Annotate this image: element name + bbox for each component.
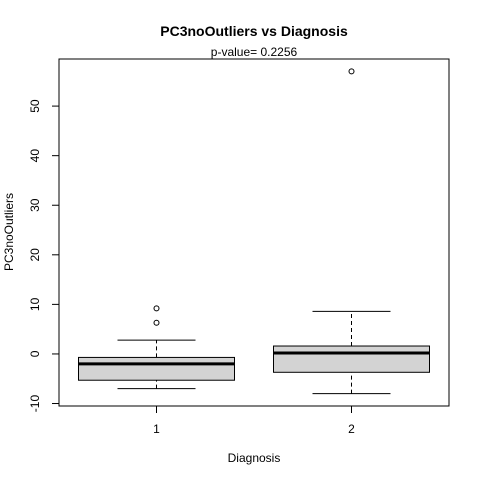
chart-marks: -10 0 10 20 30 40 50 1 2: [28, 68, 430, 436]
box-1-iqr: [78, 356, 235, 381]
y-tick-label-0: -10: [28, 395, 42, 413]
box-2-iqr: [273, 345, 430, 373]
y-axis-label: PC3noOutliers: [2, 193, 16, 271]
y-tick-label-4: 30: [28, 198, 42, 212]
y-tick-label-5: 40: [28, 149, 42, 163]
chart-subtitle: p-value= 0.2256: [211, 45, 298, 59]
y-tick-label-6: 50: [28, 99, 42, 113]
box-1-outlier-1: [153, 305, 160, 312]
x-tick-label-0: 1: [153, 422, 160, 436]
y-tick-label-2: 10: [28, 297, 42, 311]
chart-title: PC3noOutliers vs Diagnosis: [160, 23, 348, 39]
box-2-outlier-0: [348, 68, 355, 75]
y-tick-label-3: 20: [28, 248, 42, 262]
x-tick-label-1: 2: [348, 422, 355, 436]
x-axis-label: Diagnosis: [228, 451, 281, 465]
y-tick-label-1: 0: [28, 350, 42, 357]
box-1-outlier-0: [153, 319, 160, 326]
